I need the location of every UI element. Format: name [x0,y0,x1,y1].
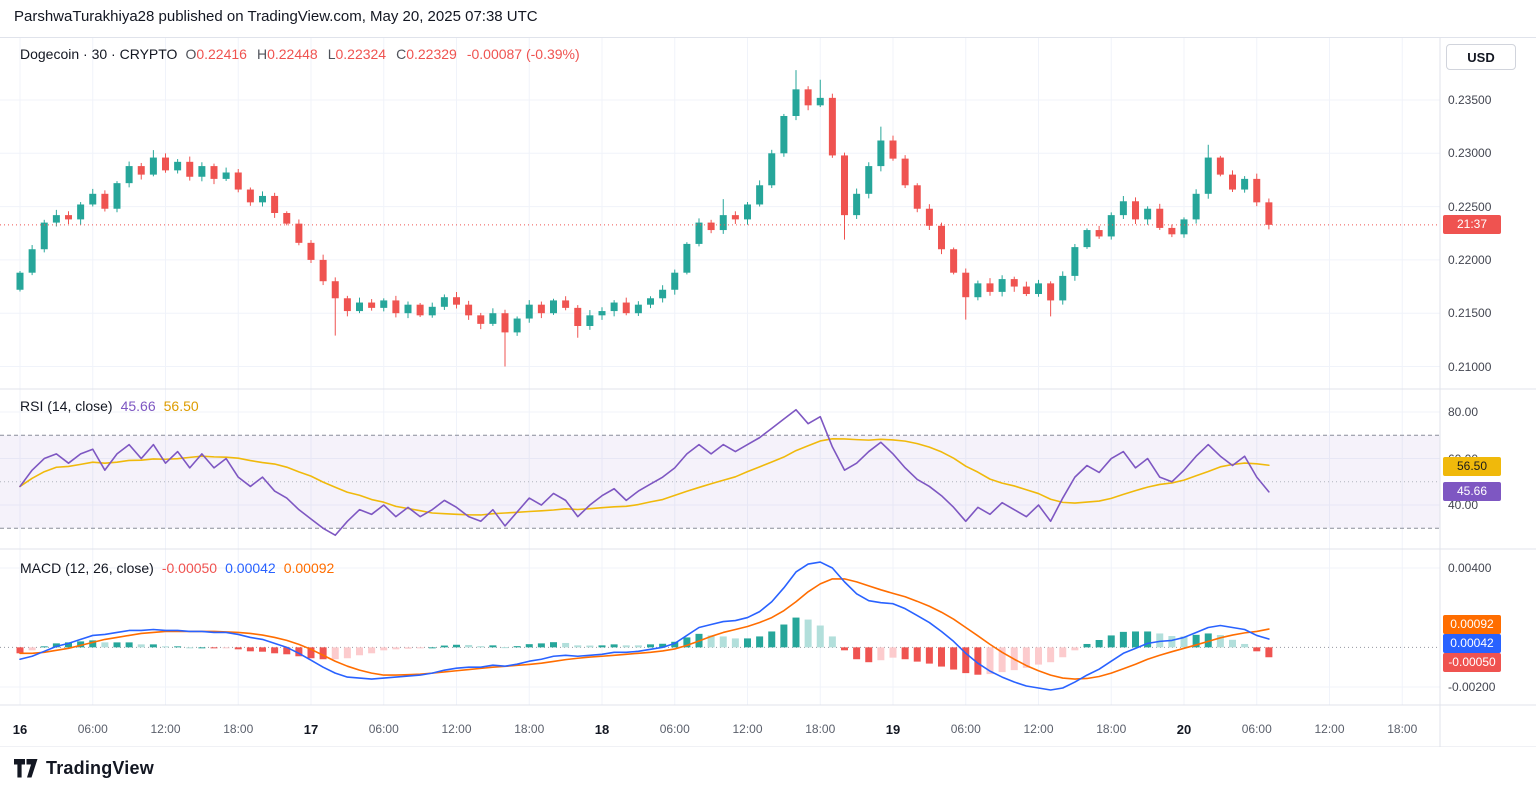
rsi-title[interactable]: RSI (14, close) [20,398,113,414]
symbol-title[interactable]: Dogecoin · 30 · CRYPTO [20,46,178,62]
low-label: L [327,46,336,62]
high-value: 0.22448 [267,46,318,62]
macd-line-value: 0.00042 [225,560,276,576]
close-value: 0.22329 [406,46,457,62]
macd-line [19,561,1270,691]
footer-bar: TradingView [14,758,154,779]
tradingview-logo-icon[interactable] [14,759,38,778]
attribution-text: ParshwaTurakhiya28 published on TradingV… [14,8,538,25]
macd-histogram [16,617,1273,675]
high-label: H [256,46,268,62]
close-label: C [396,46,407,62]
open-label: O [185,46,197,62]
ohlc-low: L0.22324 [328,46,388,62]
macd-signal-line [19,578,1270,680]
ohlc-close: C0.22329 [396,46,459,62]
currency-button[interactable]: USD [1446,44,1516,70]
macd-signal-value: 0.00092 [283,560,335,576]
macd-legend: MACD (12, 26, close) -0.00050 0.00042 0.… [20,560,334,576]
low-value: 0.22324 [335,46,387,62]
macd-hist-value: -0.00050 [161,560,218,576]
tradingview-wordmark[interactable]: TradingView [46,758,154,778]
chart-canvas[interactable] [0,0,1536,747]
change-value: -0.00087 (-0.39%) [466,46,580,62]
rsi-line [19,408,1270,537]
rsi-legend: RSI (14, close) 45.66 56.50 [20,398,199,414]
open-value: 0.22416 [196,46,247,62]
ohlc-high: H0.22448 [257,46,320,62]
candles [16,70,1273,367]
ohlc-open: O0.22416 [185,46,249,62]
macd-title[interactable]: MACD (12, 26, close) [20,560,154,576]
rsi-ma-value: 56.50 [163,398,199,414]
price-chart-legend: Dogecoin · 30 · CRYPTO O0.22416 H0.22448… [20,46,580,62]
rsi-value: 45.66 [120,398,156,414]
